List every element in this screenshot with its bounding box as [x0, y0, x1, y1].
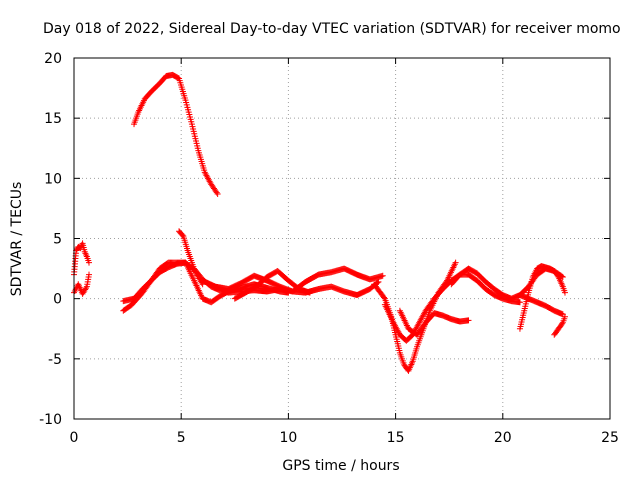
data-point — [561, 313, 568, 320]
x-axis-label: GPS time / hours — [282, 458, 399, 474]
y-tick-label: 10 — [44, 171, 62, 187]
data-point — [214, 190, 221, 197]
data-point — [86, 271, 93, 278]
data-point — [516, 299, 523, 306]
data-point — [83, 285, 90, 292]
data-point — [86, 259, 93, 266]
x-tick-label: 15 — [387, 430, 405, 446]
data-points — [71, 71, 568, 374]
data-point — [558, 320, 565, 327]
data-point — [379, 272, 386, 279]
data-point — [306, 289, 313, 296]
y-tick-label: -10 — [39, 412, 62, 428]
x-tick-label: 10 — [279, 430, 297, 446]
x-tick-label: 20 — [494, 430, 512, 446]
y-tick-label: 20 — [44, 51, 62, 67]
data-point — [213, 189, 220, 196]
x-tick-label: 5 — [177, 430, 186, 446]
data-point — [465, 317, 472, 324]
data-point — [561, 289, 568, 296]
y-tick-label: 5 — [53, 232, 62, 248]
data-point — [380, 294, 387, 301]
y-tick-label: -5 — [48, 352, 62, 368]
y-tick-label: 15 — [44, 111, 62, 127]
x-tick-label: 0 — [70, 430, 79, 446]
chart-title: Day 018 of 2022, Sidereal Day-to-day VTE… — [43, 21, 621, 37]
grid-layer — [74, 58, 610, 419]
plot-frame — [73, 57, 611, 420]
data-point — [452, 259, 459, 266]
y-axis-label: SDTVAR / TECUs — [9, 182, 25, 297]
x-tick-label: 25 — [601, 430, 619, 446]
data-point — [179, 232, 186, 239]
y-tick-label: 0 — [53, 292, 62, 308]
ticks-layer: 0 5 10 15 20 25 -10 -5 0 5 10 15 20 — [39, 51, 619, 446]
